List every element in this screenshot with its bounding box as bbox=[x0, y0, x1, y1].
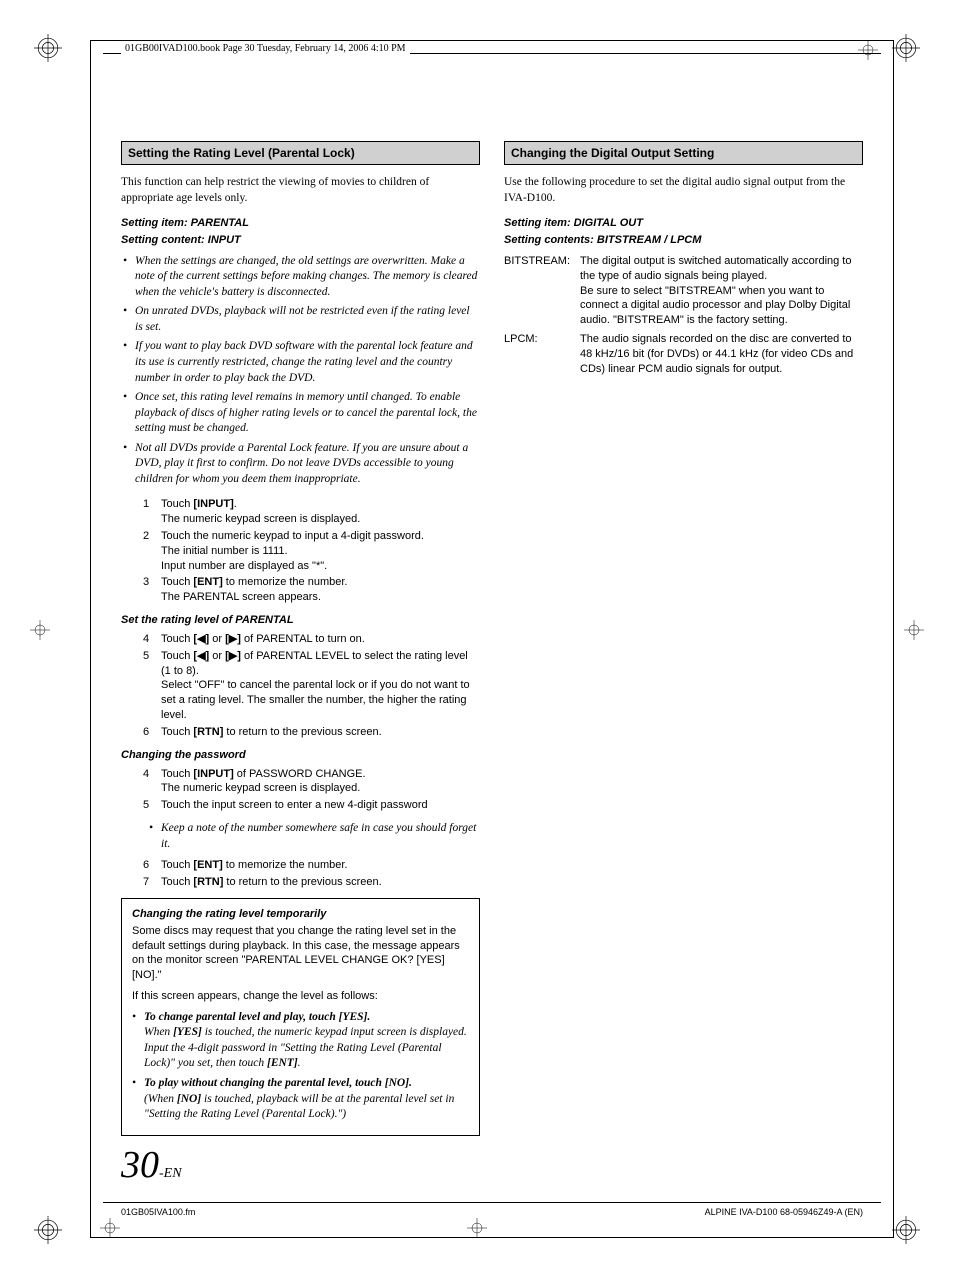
definition-table: BITSTREAM:The digital output is switched… bbox=[504, 254, 863, 377]
box-bullets: To change parental level and play, touch… bbox=[132, 1010, 469, 1123]
crop-mr bbox=[904, 620, 924, 640]
steps-3: 4Touch [INPUT] of PASSWORD CHANGE.The nu… bbox=[121, 767, 480, 814]
temp-change-box: Changing the rating level temporarily So… bbox=[121, 898, 480, 1136]
right-setting-content: Setting contents: BITSTREAM / LPCM bbox=[504, 233, 863, 248]
left-intro: This function can help restrict the view… bbox=[121, 175, 480, 206]
step-item: 2Touch the numeric keypad to input a 4-d… bbox=[121, 529, 480, 574]
steps-1: 1Touch [INPUT].The numeric keypad screen… bbox=[121, 497, 480, 605]
bullet-item: On unrated DVDs, playback will not be re… bbox=[121, 304, 480, 335]
def-desc: The digital output is switched automatic… bbox=[580, 254, 863, 328]
bullet-item: Once set, this rating level remains in m… bbox=[121, 390, 480, 437]
step-item: 5Touch [◀] or [▶] of PARENTAL LEVEL to s… bbox=[121, 649, 480, 723]
regmark-tr bbox=[892, 34, 920, 62]
bullet-item: If you want to play back DVD software wi… bbox=[121, 339, 480, 386]
right-heading: Changing the Digital Output Setting bbox=[504, 141, 863, 165]
password-note-item: Keep a note of the number somewhere safe… bbox=[121, 821, 480, 852]
step-item: 5Touch the input screen to enter a new 4… bbox=[121, 798, 480, 813]
sub-set-rating: Set the rating level of PARENTAL bbox=[121, 613, 480, 628]
box-p1: Some discs may request that you change t… bbox=[132, 924, 469, 983]
regmark-br bbox=[892, 1216, 920, 1244]
regmark-bl bbox=[34, 1216, 62, 1244]
step-item: 4Touch [INPUT] of PASSWORD CHANGE.The nu… bbox=[121, 767, 480, 797]
box-bullet-item: To play without changing the parental le… bbox=[132, 1076, 469, 1123]
right-setting-item: Setting item: DIGITAL OUT bbox=[504, 216, 863, 231]
step-item: 6Touch [RTN] to return to the previous s… bbox=[121, 725, 480, 740]
definition-row: BITSTREAM:The digital output is switched… bbox=[504, 254, 863, 328]
right-column: Changing the Digital Output Setting Use … bbox=[504, 141, 863, 1177]
page-number-value: 30 bbox=[121, 1144, 159, 1186]
page-number: 30-EN bbox=[121, 1143, 182, 1187]
left-setting-item: Setting item: PARENTAL bbox=[121, 216, 480, 231]
bullet-item: Not all DVDs provide a Parental Lock fea… bbox=[121, 441, 480, 488]
crop-ml bbox=[30, 620, 50, 640]
sub-change-password: Changing the password bbox=[121, 748, 480, 763]
step-item: 1Touch [INPUT].The numeric keypad screen… bbox=[121, 497, 480, 527]
steps-2: 4Touch [◀] or [▶] of PARENTAL to turn on… bbox=[121, 632, 480, 740]
right-intro: Use the following procedure to set the d… bbox=[504, 175, 863, 206]
definition-row: LPCM:The audio signals recorded on the d… bbox=[504, 332, 863, 377]
regmark-tl bbox=[34, 34, 62, 62]
page-number-suffix: -EN bbox=[159, 1166, 182, 1181]
bullet-item: When the settings are changed, the old s… bbox=[121, 254, 480, 301]
header-text: 01GB00IVAD100.book Page 30 Tuesday, Febr… bbox=[121, 43, 410, 54]
left-bullets: When the settings are changed, the old s… bbox=[121, 254, 480, 487]
box-p2: If this screen appears, change the level… bbox=[132, 989, 469, 1004]
steps-4: 6Touch [ENT] to memorize the number. 7Tou… bbox=[121, 858, 480, 890]
password-note: Keep a note of the number somewhere safe… bbox=[121, 821, 480, 852]
step-item: 4Touch [◀] or [▶] of PARENTAL to turn on… bbox=[121, 632, 480, 647]
step-item: 6Touch [ENT] to memorize the number. bbox=[121, 858, 480, 873]
content-area: Setting the Rating Level (Parental Lock)… bbox=[121, 141, 863, 1177]
step-item: 3Touch [ENT] to memorize the number.The … bbox=[121, 575, 480, 605]
box-bullet-item: To change parental level and play, touch… bbox=[132, 1010, 469, 1072]
def-label: LPCM: bbox=[504, 332, 580, 377]
footer-rule bbox=[103, 1202, 881, 1203]
def-label: BITSTREAM: bbox=[504, 254, 580, 328]
left-heading: Setting the Rating Level (Parental Lock) bbox=[121, 141, 480, 165]
left-setting-content: Setting content: INPUT bbox=[121, 233, 480, 248]
footer-left: 01GB05IVA100.fm bbox=[121, 1207, 195, 1217]
def-desc: The audio signals recorded on the disc a… bbox=[580, 332, 863, 377]
left-column: Setting the Rating Level (Parental Lock)… bbox=[121, 141, 480, 1177]
step-item: 7Touch [RTN] to return to the previous s… bbox=[121, 875, 480, 890]
box-heading: Changing the rating level temporarily bbox=[132, 907, 469, 922]
footer-right: ALPINE IVA-D100 68-05946Z49-A (EN) bbox=[705, 1207, 863, 1217]
page-frame: 01GB00IVAD100.book Page 30 Tuesday, Febr… bbox=[90, 40, 894, 1238]
